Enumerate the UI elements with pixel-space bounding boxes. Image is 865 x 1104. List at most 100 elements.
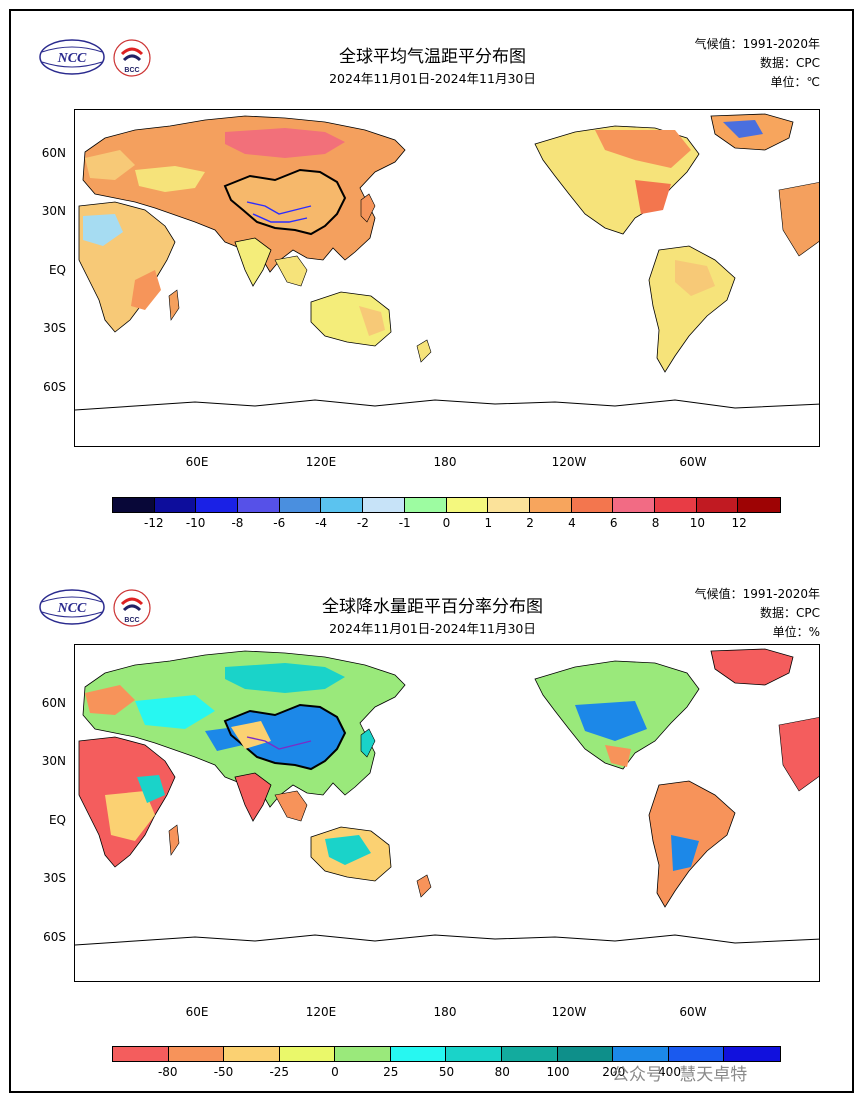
colorbar-label: 50: [438, 1065, 455, 1079]
colorbar-swatch: [738, 498, 780, 512]
greenland-land: [710, 648, 794, 686]
temperature-colorbar: [112, 497, 781, 513]
lon-label: 60E: [185, 1005, 209, 1019]
data-source: 数据：CPC: [760, 56, 820, 70]
precipitation-colorbar: [112, 1046, 781, 1062]
watermark: 公众号 · 慧天卓特: [612, 1065, 748, 1085]
colorbar-label: 25: [383, 1065, 399, 1079]
colorbar-label: -10: [185, 516, 206, 530]
mexico-dry: [605, 745, 631, 767]
colorbar-swatch: [113, 1047, 169, 1061]
western-europe-edge: [778, 182, 819, 257]
colorbar-label: 6: [609, 516, 618, 530]
colorbar-label: 10: [689, 516, 706, 530]
colorbar-swatch: [335, 1047, 391, 1061]
bcc-logo: BCC: [112, 588, 152, 632]
china-river: [246, 201, 312, 215]
date-range: 2024年11月01日-2024年11月30日: [329, 621, 536, 636]
india-land: [234, 237, 272, 287]
colorbar-label: -1: [398, 516, 411, 530]
new-zealand: [416, 339, 432, 363]
japan-land: [360, 728, 376, 758]
europe-mixed: [85, 150, 135, 180]
colorbar-label: 400: [658, 1065, 681, 1079]
colorbar-swatch: [238, 498, 280, 512]
colorbar-label: -8: [231, 516, 244, 530]
colorbar-swatch: [321, 498, 364, 512]
colorbar-swatch: [168, 1047, 225, 1061]
east-africa-warm: [131, 270, 161, 310]
china-outline: [223, 703, 347, 771]
precipitation-panel: NCC BCC 全球降水量距平百分率分布图 2024年11月01日-2024年1…: [0, 550, 865, 1102]
lon-label: 60E: [185, 455, 209, 469]
temperature-anomaly-map: [74, 109, 820, 447]
usa-east-warm: [635, 180, 671, 214]
bcc-logo: BCC: [112, 38, 152, 82]
colorbar-label: 4: [568, 516, 576, 530]
climate-baseline: 气候值：1991-2020年: [694, 37, 820, 51]
colorbar-swatch: [113, 498, 155, 512]
se-asia-land: [274, 255, 308, 287]
canada-warm: [595, 130, 691, 168]
central-africa-mixed: [105, 791, 155, 841]
colorbar-label: 100: [546, 1065, 570, 1079]
unit-label: 单位：℃: [770, 75, 820, 89]
japan-land: [360, 193, 376, 223]
lat-label: 30N: [41, 754, 66, 768]
colorbar-swatch: [446, 1047, 503, 1061]
lon-label: 180: [433, 455, 457, 469]
colorbar-label: 0: [331, 1065, 339, 1079]
lon-label: 120W: [551, 1005, 587, 1019]
colorbar-swatch: [279, 1047, 336, 1061]
figure-frame: [9, 9, 854, 1093]
colorbar-label: 200: [602, 1065, 626, 1079]
lat-label: 60N: [41, 696, 66, 710]
lon-label: 120E: [305, 1005, 337, 1019]
unit-label: 单位：%: [772, 625, 820, 639]
china-river: [246, 736, 312, 750]
data-source: 数据：CPC: [760, 606, 820, 620]
temperature-panel: NCC BCC 全球平均气温距平分布图 2024年11月01日-2024年11月…: [38, 37, 820, 530]
antarctica-coast: [75, 934, 819, 946]
colorbar-label: 12: [731, 516, 747, 530]
europe-dry: [85, 685, 135, 715]
colorbar-swatch: [654, 498, 697, 512]
colorbar-label: -2: [356, 516, 369, 530]
colorbar-swatch: [613, 1047, 669, 1061]
colorbar-label: 0: [442, 516, 451, 530]
brazil-warm: [675, 260, 715, 296]
sahara-cool: [83, 214, 123, 246]
lon-label: 60W: [679, 455, 707, 469]
central-asia-cool: [135, 166, 205, 192]
ncc-logo: NCC: [38, 38, 106, 80]
colorbar-swatch: [668, 1047, 725, 1061]
colorbar-swatch: [613, 498, 655, 512]
colorbar-label: -80: [157, 1065, 178, 1079]
antarctica-coast: [75, 399, 819, 411]
colorbar-swatch: [557, 1047, 614, 1061]
new-zealand: [416, 874, 432, 898]
china-dry-west: [231, 721, 271, 749]
colorbar-swatch: [529, 498, 572, 512]
lat-label: 60N: [41, 146, 66, 160]
china-outline: [223, 168, 347, 236]
colorbar-swatch: [390, 1047, 447, 1061]
central-asia-wet: [135, 695, 215, 729]
climate-baseline: 气候值：1991-2020年: [694, 587, 820, 601]
greenland-cool: [723, 120, 763, 138]
south-america-wet: [671, 835, 699, 871]
panel-title: 全球降水量距平百分率分布图: [322, 597, 543, 617]
colorbar-label: -12: [144, 516, 164, 530]
south-america-land: [648, 245, 736, 373]
colorbar-swatch: [196, 498, 239, 512]
colorbar-label: -25: [269, 1065, 290, 1079]
lat-label: 30S: [43, 871, 66, 885]
colorbar-swatch: [724, 1047, 780, 1061]
lat-label: 60S: [43, 380, 66, 394]
colorbar-label: 8: [651, 516, 660, 530]
colorbar-swatch: [488, 498, 530, 512]
australia-east-warm: [359, 306, 385, 336]
east-africa-wet: [137, 775, 165, 803]
lat-label: EQ: [48, 813, 66, 827]
lat-label: EQ: [48, 263, 66, 277]
